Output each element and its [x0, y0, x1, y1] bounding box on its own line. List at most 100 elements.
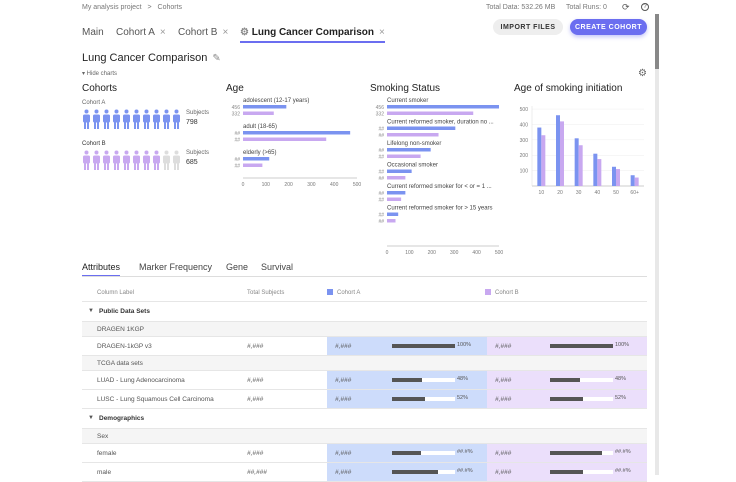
smoking-bar: [387, 169, 412, 173]
person-icon: [133, 109, 140, 129]
cohorts-title: Cohorts: [82, 83, 118, 94]
page-title-bar: Lung Cancer Comparison ✎: [82, 52, 221, 64]
person-icon: [173, 109, 180, 129]
subjects-label: Subjects: [186, 150, 210, 156]
table-row: LUSC - Lung Squamous Cell Carcinoma #,##…: [82, 390, 647, 409]
cohort-b-count: #,###: [495, 450, 512, 457]
init-category-label: 20: [557, 190, 563, 196]
create-cohort-button[interactable]: CREATE COHORT: [570, 19, 647, 35]
section-header[interactable]: ▼ Demographics: [82, 409, 647, 429]
init-bar: [630, 175, 635, 186]
smoking-bar: [387, 219, 396, 223]
cohort-a-progress: [392, 470, 455, 474]
breadcrumb-project[interactable]: My analysis project: [82, 4, 142, 11]
age-tick-label: 0: [242, 182, 245, 188]
cohort-a-percent: 52%: [457, 395, 469, 401]
caret-down-icon[interactable]: ▼: [88, 308, 94, 314]
smoking-category-label: Occasional smoker: [387, 163, 438, 169]
group-row: Sex: [82, 429, 647, 444]
cohort-a-count: #,###: [335, 396, 352, 403]
group-label: TCGA data sets: [97, 360, 143, 367]
section-header[interactable]: ▼ Public Data Sets: [82, 302, 647, 322]
cohort-b-progress-fill: [550, 397, 583, 401]
tab-label: Main: [82, 27, 104, 38]
row-label: LUSC - Lung Squamous Cell Carcinoma: [97, 396, 214, 403]
smoking-category-label: Current reformed smoker for > 15 years: [387, 206, 493, 212]
cohort-b-progress-fill: [550, 344, 613, 348]
table-row: LUAD - Lung Adenocarcinoma #,### #,### 4…: [82, 371, 647, 390]
tab-lung-cancer-comparison[interactable]: ⚙ Lung Cancer Comparison ×: [240, 27, 385, 43]
tab-label: Cohort B: [178, 27, 218, 38]
chevron-right-icon: >: [147, 4, 152, 11]
age-tick-label: 400: [330, 182, 339, 188]
cohort-a-progress: [392, 397, 455, 401]
person-icon: [153, 150, 160, 170]
import-files-button[interactable]: IMPORT FILES: [493, 19, 563, 35]
close-icon[interactable]: ×: [222, 27, 229, 38]
help-icon[interactable]: ?: [641, 3, 649, 11]
age-bar: [243, 111, 274, 115]
tab-attributes[interactable]: Attributes: [82, 262, 121, 277]
person-icon: [133, 150, 140, 170]
tab-main[interactable]: Main: [82, 27, 104, 38]
cohort-a-people: [82, 109, 181, 129]
cohort-a-label: Cohort A: [82, 100, 106, 106]
init-category-label: 10: [539, 190, 545, 196]
person-icon: [143, 150, 150, 170]
init-bar: [597, 159, 602, 186]
age-value-label: ##: [234, 157, 240, 163]
age-category-label: adolescent (12-17 years): [243, 98, 309, 104]
tab-label: Lung Cancer Comparison: [251, 27, 374, 38]
smoking-value-label: ##: [378, 176, 384, 182]
tab-cohort-a[interactable]: Cohort A ×: [116, 27, 166, 38]
total-subjects: #,###: [247, 396, 264, 403]
cohort-a-progress-fill: [392, 451, 421, 455]
cohort-a-swatch: [327, 289, 333, 295]
tab-cohort-b[interactable]: Cohort B ×: [178, 27, 228, 38]
smoking-tick-label: 0: [386, 250, 389, 256]
smoking-value-label: ##: [378, 133, 384, 139]
subjects-label: Subjects: [186, 110, 210, 116]
cohort-a-count: #,###: [335, 469, 352, 476]
row-label: DRAGEN-1kGP v3: [97, 343, 152, 350]
cohort-b-count: #,###: [495, 343, 512, 350]
cohort-a-subjects: 798: [186, 119, 198, 126]
init-category-label: 30: [576, 190, 582, 196]
cohort-a-percent: 48%: [457, 376, 469, 382]
table-row: DRAGEN-1kGP v3 #,### #,### 100% #,### 10…: [82, 337, 647, 356]
cohort-b-percent: 100%: [615, 342, 630, 348]
scrollbar-thumb[interactable]: [655, 14, 659, 69]
tab-survival[interactable]: Survival: [261, 262, 294, 272]
init-bar: [537, 127, 542, 186]
close-icon[interactable]: ×: [379, 27, 385, 38]
page-title: Lung Cancer Comparison: [82, 52, 208, 64]
close-icon[interactable]: ×: [159, 27, 166, 38]
smoking-value-label: ##: [378, 213, 384, 219]
smoking-tick-label: 300: [450, 250, 459, 256]
init-bar: [634, 177, 639, 186]
hide-charts-toggle[interactable]: ▾ Hide charts: [82, 71, 118, 77]
edit-pencil-icon[interactable]: ✎: [212, 52, 221, 64]
scrollbar[interactable]: [655, 14, 659, 475]
init-tick-label: 100: [520, 169, 529, 175]
init-bar: [541, 135, 546, 186]
age-category-label: elderly (>65): [243, 150, 277, 156]
tab-marker-frequency[interactable]: Marker Frequency: [139, 262, 213, 272]
cohort-a-percent: ##.#%: [457, 468, 473, 474]
age-category-label: adult (18-65): [243, 124, 277, 130]
cohort-b-progress: [550, 451, 613, 455]
age-initiation-chart-title: Age of smoking initiation: [514, 83, 623, 94]
header-total-subjects: Total Subjects: [247, 290, 285, 296]
caret-down-icon[interactable]: ▼: [88, 415, 94, 421]
refresh-icon[interactable]: ⟳: [622, 2, 630, 12]
cohort-a-percent: ##.#%: [457, 449, 473, 455]
settings-gear-icon[interactable]: ⚙: [638, 68, 647, 79]
person-icon: [123, 109, 130, 129]
init-tick-label: 500: [520, 107, 529, 113]
header-column-label: Column Label: [97, 290, 135, 296]
cohort-b-count: #,###: [495, 377, 512, 384]
tab-gene[interactable]: Gene: [226, 262, 249, 272]
table-header: Column Label Total Subjects Cohort A Coh…: [82, 286, 647, 302]
